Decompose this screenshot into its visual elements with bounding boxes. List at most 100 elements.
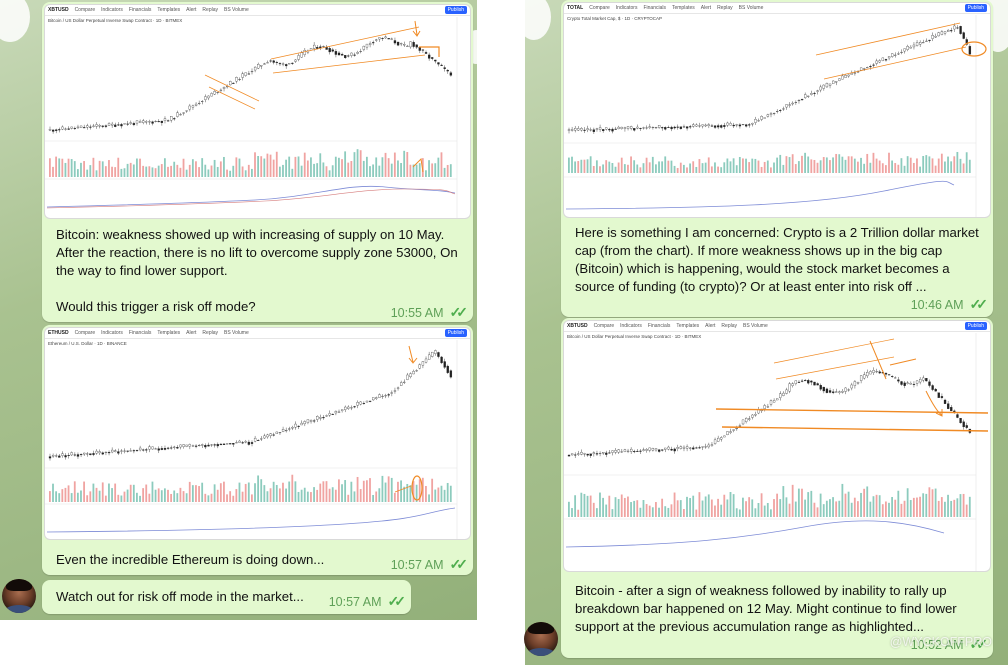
replay-button[interactable]: Replay bbox=[202, 7, 218, 13]
candle-body bbox=[340, 54, 344, 56]
candle-body bbox=[779, 110, 782, 111]
candle-body bbox=[723, 435, 726, 438]
candle-body bbox=[645, 127, 648, 129]
replay-button[interactable]: Replay bbox=[717, 5, 733, 11]
volume-bar bbox=[642, 500, 645, 517]
financials-button[interactable]: Financials bbox=[647, 323, 671, 329]
chart-screenshot-total[interactable]: TOTAL Compare Indicators Financials Temp… bbox=[563, 2, 991, 218]
alert-button[interactable]: Alert bbox=[700, 5, 712, 11]
candle-body bbox=[937, 392, 940, 398]
templates-button[interactable]: Templates bbox=[671, 5, 695, 11]
volume-bar bbox=[123, 168, 126, 177]
volume-bar bbox=[254, 483, 256, 502]
candle-body bbox=[577, 128, 580, 131]
volume-bar bbox=[651, 156, 654, 173]
financials-button[interactable]: Financials bbox=[128, 330, 152, 336]
volume-bar bbox=[729, 492, 732, 517]
volume-bar bbox=[207, 495, 210, 502]
candle-body bbox=[859, 67, 863, 71]
volume-bar bbox=[316, 163, 319, 177]
chart-screenshot-btc[interactable]: XBTUSD Compare Indicators Financials Tem… bbox=[44, 4, 471, 219]
candle-body bbox=[403, 44, 406, 46]
candle-body bbox=[356, 52, 359, 54]
indicators-button[interactable]: Indicators bbox=[615, 5, 638, 11]
volume-bar bbox=[195, 161, 197, 177]
candle-body bbox=[791, 102, 794, 105]
publish-button[interactable]: Publish bbox=[964, 4, 987, 12]
compare-button[interactable]: Compare bbox=[589, 5, 610, 11]
candle-body bbox=[567, 129, 571, 131]
volume-bar bbox=[791, 484, 794, 517]
replay-button[interactable]: Replay bbox=[202, 330, 218, 336]
candle-body bbox=[586, 453, 589, 456]
message-bubble-btc-breakdown[interactable]: XBTUSD Compare Indicators Financials Tem… bbox=[561, 318, 993, 658]
candle-body bbox=[931, 385, 934, 390]
volume-bar bbox=[574, 161, 577, 173]
candle-body bbox=[813, 381, 816, 386]
message-bubble-btc-weakness[interactable]: XBTUSD Compare Indicators Financials Tem… bbox=[42, 2, 473, 322]
volume-bar bbox=[757, 160, 760, 173]
candle-body bbox=[219, 89, 223, 91]
replay-button[interactable]: Replay bbox=[721, 323, 737, 329]
candle-body bbox=[138, 447, 142, 451]
volume-bar bbox=[117, 157, 120, 177]
publish-button[interactable]: Publish bbox=[444, 6, 467, 14]
volume-bar bbox=[676, 167, 679, 173]
candle-body bbox=[763, 117, 766, 119]
volume-bar bbox=[763, 161, 766, 173]
message-meta: 10:46 AM ✓✓ bbox=[911, 296, 988, 313]
compare-button[interactable]: Compare bbox=[74, 330, 96, 336]
financials-button[interactable]: Financials bbox=[128, 7, 152, 13]
volume-bar bbox=[316, 489, 319, 502]
candle-body bbox=[104, 451, 108, 453]
candle-body bbox=[797, 100, 801, 102]
alert-button[interactable]: Alert bbox=[186, 330, 197, 336]
alert-button[interactable]: Alert bbox=[705, 323, 716, 329]
templates-button[interactable]: Templates bbox=[676, 323, 700, 329]
candle-body bbox=[316, 47, 319, 49]
volume-bar bbox=[70, 159, 73, 177]
publish-button[interactable]: Publish bbox=[964, 322, 987, 330]
alert-button[interactable]: Alert bbox=[186, 7, 197, 13]
compare-button[interactable]: Compare bbox=[593, 323, 615, 329]
volume-bar bbox=[630, 502, 632, 517]
compare-button[interactable]: Compare bbox=[74, 7, 96, 13]
candle-body bbox=[810, 380, 813, 383]
indicators-button[interactable]: Indicators bbox=[101, 7, 123, 13]
volume-bar bbox=[704, 496, 707, 517]
chart-screenshot-btc-breakdown[interactable]: XBTUSD Compare Indicators Financials Tem… bbox=[563, 320, 991, 572]
financials-button[interactable]: Financials bbox=[643, 5, 666, 11]
candle-body bbox=[636, 450, 639, 452]
volume-bar bbox=[160, 164, 163, 177]
candle-body bbox=[819, 385, 822, 390]
templates-button[interactable]: Templates bbox=[157, 7, 181, 13]
candle-body bbox=[198, 445, 201, 447]
volume-bar bbox=[185, 493, 188, 502]
volume-bar bbox=[70, 493, 73, 502]
candle-body bbox=[285, 430, 288, 432]
candle-body bbox=[897, 53, 900, 55]
candle-body bbox=[235, 77, 238, 82]
message-bubble-risk-off[interactable]: Watch out for risk off mode in the marke… bbox=[42, 580, 411, 614]
volume-bar bbox=[568, 157, 570, 173]
volume-bar bbox=[151, 481, 154, 502]
sender-avatar[interactable] bbox=[2, 579, 36, 613]
volume-bar bbox=[937, 500, 940, 517]
volume-bar bbox=[906, 488, 909, 517]
candle-body bbox=[866, 372, 869, 377]
indicators-button[interactable]: Indicators bbox=[620, 323, 642, 329]
sender-avatar[interactable] bbox=[524, 622, 558, 656]
candle-body bbox=[878, 60, 881, 63]
chart-screenshot-eth[interactable]: ETHUSD Compare Indicators Financials Tem… bbox=[44, 327, 471, 540]
templates-button[interactable]: Templates bbox=[157, 330, 181, 336]
publish-button[interactable]: Publish bbox=[444, 329, 467, 337]
candle-body bbox=[679, 126, 683, 129]
message-bubble-ethereum[interactable]: ETHUSD Compare Indicators Financials Tem… bbox=[42, 325, 473, 575]
candle-body bbox=[744, 418, 748, 422]
volume-bar bbox=[667, 507, 670, 517]
candle-body bbox=[707, 444, 710, 448]
volume-bar bbox=[353, 491, 356, 502]
indicators-button[interactable]: Indicators bbox=[101, 330, 123, 336]
message-bubble-total-market-cap[interactable]: TOTAL Compare Indicators Financials Temp… bbox=[561, 0, 993, 317]
candle-body bbox=[915, 380, 919, 384]
